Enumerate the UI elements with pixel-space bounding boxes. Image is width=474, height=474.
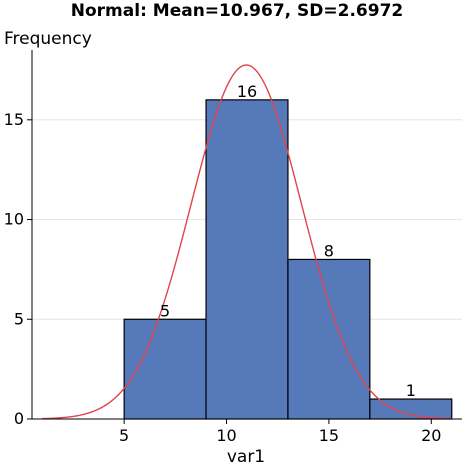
bar-3 — [287, 258, 371, 420]
bar-2 — [205, 99, 289, 420]
chart-title: Normal: Mean=10.967, SD=2.6972 — [71, 1, 403, 21]
y-tick-label-5: 5 — [14, 309, 24, 328]
normal-curve — [42, 64, 452, 420]
data-label-3: 8 — [324, 241, 334, 260]
y-tick-label-0: 0 — [14, 409, 24, 428]
bar-1 — [123, 318, 207, 420]
data-label-2: 16 — [237, 82, 257, 101]
y-tick-label-15: 15 — [4, 110, 24, 129]
data-labels: 5 16 8 1 — [160, 82, 416, 400]
x-tick-label-20: 20 — [421, 426, 441, 445]
y-axis-label: Frequency — [4, 29, 92, 49]
x-tick-label-15: 15 — [319, 426, 339, 445]
x-tick-label-5: 5 — [119, 426, 129, 445]
x-tick-label-10: 10 — [216, 426, 236, 445]
x-axis-label: var1 — [227, 447, 265, 467]
data-label-4: 1 — [406, 381, 416, 400]
bars — [123, 99, 453, 420]
normal-curve-line — [42, 64, 452, 420]
data-label-1: 5 — [160, 301, 170, 320]
y-tick-label-10: 10 — [4, 210, 24, 229]
